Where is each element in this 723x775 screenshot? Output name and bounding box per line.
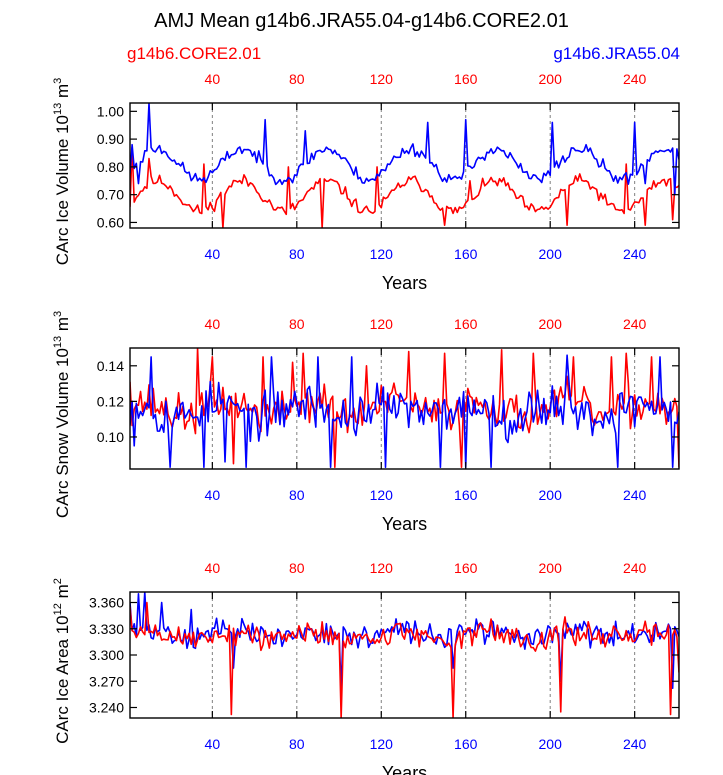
plot-frame — [129, 347, 680, 470]
x-tick-label-bottom: 80 — [289, 246, 305, 262]
x-tick-label-bottom: 40 — [205, 736, 221, 752]
x-tick-label-top: 200 — [539, 316, 563, 332]
x-tick-label-top: 160 — [454, 316, 478, 332]
x-tick-label-bottom: 120 — [370, 487, 394, 503]
y-tick-label: 0.70 — [97, 187, 124, 203]
y-axis-label: CArc Snow Volume 1013 m3 — [52, 311, 72, 518]
x-axis-label: Years — [382, 763, 427, 775]
x-tick-label-bottom: 40 — [205, 246, 221, 262]
x-tick-label-top: 80 — [289, 316, 305, 332]
x-tick-label-bottom: 80 — [289, 487, 305, 503]
series-line-g14b6.CORE2.01 — [130, 146, 679, 228]
x-tick-label-bottom: 160 — [454, 246, 478, 262]
x-tick-label-top: 40 — [205, 71, 221, 87]
y-tick-label: 3.360 — [89, 595, 124, 611]
y-tick-label: 0.12 — [97, 393, 124, 409]
x-tick-label-bottom: 120 — [370, 736, 394, 752]
x-tick-label-bottom: 120 — [370, 246, 394, 262]
x-tick-label-top: 240 — [623, 316, 647, 332]
series-line-g14b6.JRA55.04 — [130, 354, 679, 469]
y-tick-label: 0.10 — [97, 429, 124, 445]
x-tick-label-top: 80 — [289, 560, 305, 576]
x-tick-label-top: 240 — [623, 560, 647, 576]
y-tick-label: 3.330 — [89, 621, 124, 637]
plot-frame — [129, 102, 680, 229]
series-line-g14b6.JRA55.04 — [130, 103, 679, 196]
x-axis-label: Years — [382, 514, 427, 534]
y-tick-label: 0.14 — [97, 358, 124, 374]
x-tick-label-top: 200 — [539, 560, 563, 576]
x-tick-label-top: 120 — [370, 560, 394, 576]
x-tick-label-top: 80 — [289, 71, 305, 87]
x-tick-label-top: 160 — [454, 560, 478, 576]
y-tick-label: 0.80 — [97, 159, 124, 175]
snow-volume-panel: 0.10 0.12 0.14 40 40 80 80 120 120 160 160 200 200 24… — [52, 311, 680, 534]
y-tick-label: 3.270 — [89, 673, 124, 689]
ice-volume-panel: 0.60 0.70 0.80 0.90 1.00 40 40 80 80 120 120 160 160… — [52, 71, 680, 293]
x-tick-label-bottom: 240 — [623, 736, 647, 752]
x-tick-label-bottom: 240 — [623, 487, 647, 503]
x-tick-label-top: 120 — [370, 71, 394, 87]
x-tick-label-top: 40 — [205, 560, 221, 576]
x-tick-label-top: 160 — [454, 71, 478, 87]
legend-series-a-label: g14b6.CORE2.01 — [127, 44, 262, 63]
y-tick-label: 3.300 — [89, 647, 124, 663]
x-tick-label-top: 120 — [370, 316, 394, 332]
y-tick-label: 0.60 — [97, 214, 124, 230]
x-tick-label-bottom: 160 — [454, 736, 478, 752]
y-tick-label: 0.90 — [97, 131, 124, 147]
x-axis-label: Years — [382, 273, 427, 293]
x-tick-label-bottom: 200 — [539, 246, 563, 262]
x-tick-label-top: 200 — [539, 71, 563, 87]
x-tick-label-top: 40 — [205, 316, 221, 332]
x-tick-label-bottom: 200 — [539, 487, 563, 503]
x-tick-label-bottom: 200 — [539, 736, 563, 752]
x-tick-label-bottom: 40 — [205, 487, 221, 503]
x-tick-label-bottom: 80 — [289, 736, 305, 752]
x-tick-label-bottom: 160 — [454, 487, 478, 503]
ice-area-panel: 3.240 3.270 3.300 3.330 3.360 40 40 80 80 120 120 1… — [52, 560, 680, 775]
series-line-g14b6.CORE2.01 — [130, 601, 679, 718]
legend-series-b-label: g14b6.JRA55.04 — [553, 44, 680, 63]
y-axis-label: CArc Ice Volume 1013 m3 — [52, 78, 72, 266]
y-axis-label: CArc Ice Area 1012 m2 — [52, 578, 72, 744]
figure-title: AMJ Mean g14b6.JRA55.04-g14b6.CORE2.01 — [154, 10, 569, 32]
x-tick-label-top: 240 — [623, 71, 647, 87]
x-tick-label-bottom: 240 — [623, 246, 647, 262]
y-tick-label: 3.240 — [89, 700, 124, 716]
y-tick-label: 1.00 — [97, 103, 124, 119]
